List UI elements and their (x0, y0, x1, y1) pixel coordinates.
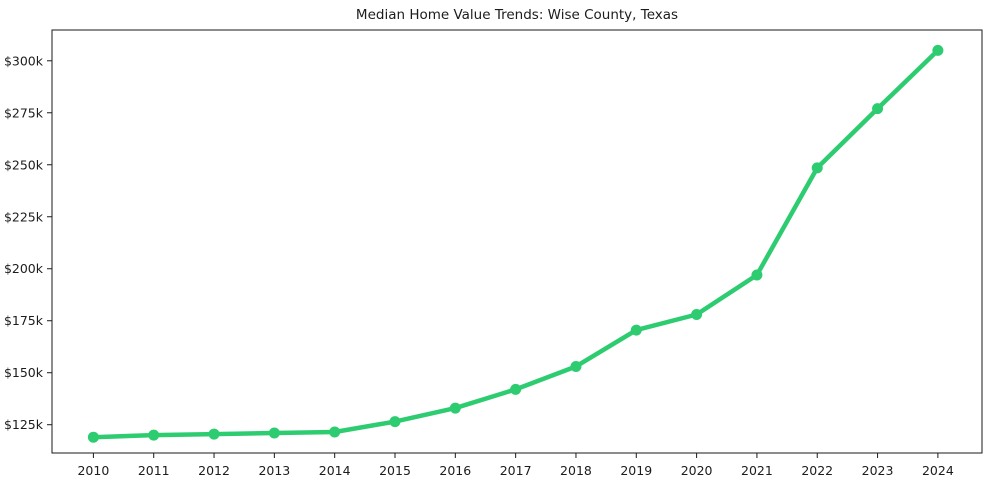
chart-title: Median Home Value Trends: Wise County, T… (355, 7, 679, 23)
data-point (811, 162, 823, 174)
trend-line (91, 48, 941, 440)
y-tick-label: $125k (4, 417, 44, 432)
data-point (389, 416, 401, 428)
data-point (932, 44, 944, 56)
plot-border (51, 29, 983, 454)
x-tick-label: 2016 (439, 463, 471, 478)
data-point (751, 269, 763, 281)
x-tick-label: 2021 (741, 463, 773, 478)
data-point (329, 426, 341, 438)
y-tick-label: $300k (4, 53, 44, 68)
x-tick-label: 2018 (560, 463, 592, 478)
x-tick-label: 2020 (681, 463, 713, 478)
x-tick-label: 2023 (862, 463, 894, 478)
data-point (691, 308, 703, 320)
data-point (148, 429, 160, 441)
x-tick-label: 2014 (319, 463, 351, 478)
y-tick-label: $175k (4, 313, 44, 328)
data-point (87, 431, 99, 443)
x-tick-label: 2012 (198, 463, 230, 478)
data-point (570, 360, 582, 372)
data-point (268, 427, 280, 439)
data-point (449, 402, 461, 414)
x-tick-label: 2013 (258, 463, 290, 478)
data-point (872, 103, 884, 115)
x-tick-label: 2017 (500, 463, 532, 478)
y-tick-label: $150k (4, 365, 44, 380)
x-tick-label: 2022 (801, 463, 833, 478)
x-tick-label: 2010 (77, 463, 109, 478)
x-tick-label: 2015 (379, 463, 411, 478)
x-tick-label: 2011 (138, 463, 170, 478)
x-tick-label: 2024 (922, 463, 954, 478)
y-tick-label: $200k (4, 261, 44, 276)
y-tick-label: $250k (4, 157, 44, 172)
x-tick-label: 2019 (620, 463, 652, 478)
y-tick-label: $275k (4, 105, 44, 120)
data-point (208, 428, 220, 440)
data-point (630, 324, 642, 336)
y-tick-label: $225k (4, 209, 44, 224)
data-point (510, 383, 522, 395)
